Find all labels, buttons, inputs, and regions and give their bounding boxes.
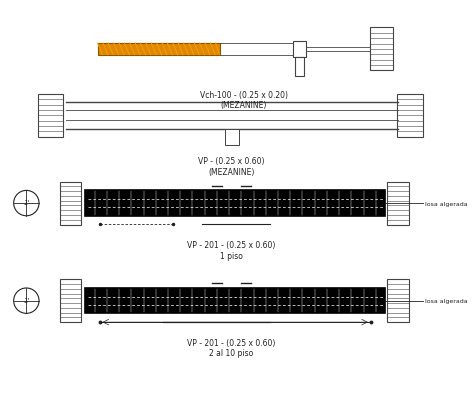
Bar <box>370 28 393 71</box>
Text: VP - (0.25 x 0.60)
(MEZANINE): VP - (0.25 x 0.60) (MEZANINE) <box>198 157 264 176</box>
Text: VP - 201 - (0.25 x 0.60)
1 piso: VP - 201 - (0.25 x 0.60) 1 piso <box>187 241 275 260</box>
Text: losa algerada: losa algerada <box>425 201 467 206</box>
Bar <box>387 280 409 323</box>
Text: 1': 1' <box>23 199 29 206</box>
Bar <box>60 280 81 323</box>
Bar <box>387 182 409 225</box>
Text: 1': 1' <box>23 297 29 303</box>
Text: Vch-100 - (0.25 x 0.20)
(MEZANINE): Vch-100 - (0.25 x 0.20) (MEZANINE) <box>200 90 288 110</box>
Bar <box>85 288 385 313</box>
Text: losa algerada: losa algerada <box>425 299 467 304</box>
Text: VP - 201 - (0.25 x 0.60)
2 al 10 piso: VP - 201 - (0.25 x 0.60) 2 al 10 piso <box>187 338 275 357</box>
Bar <box>397 95 423 138</box>
Bar <box>60 182 81 225</box>
Bar <box>295 57 304 77</box>
Bar <box>85 191 385 216</box>
Bar <box>226 130 239 145</box>
Bar <box>38 95 64 138</box>
Bar <box>98 44 219 56</box>
Bar <box>293 42 307 57</box>
